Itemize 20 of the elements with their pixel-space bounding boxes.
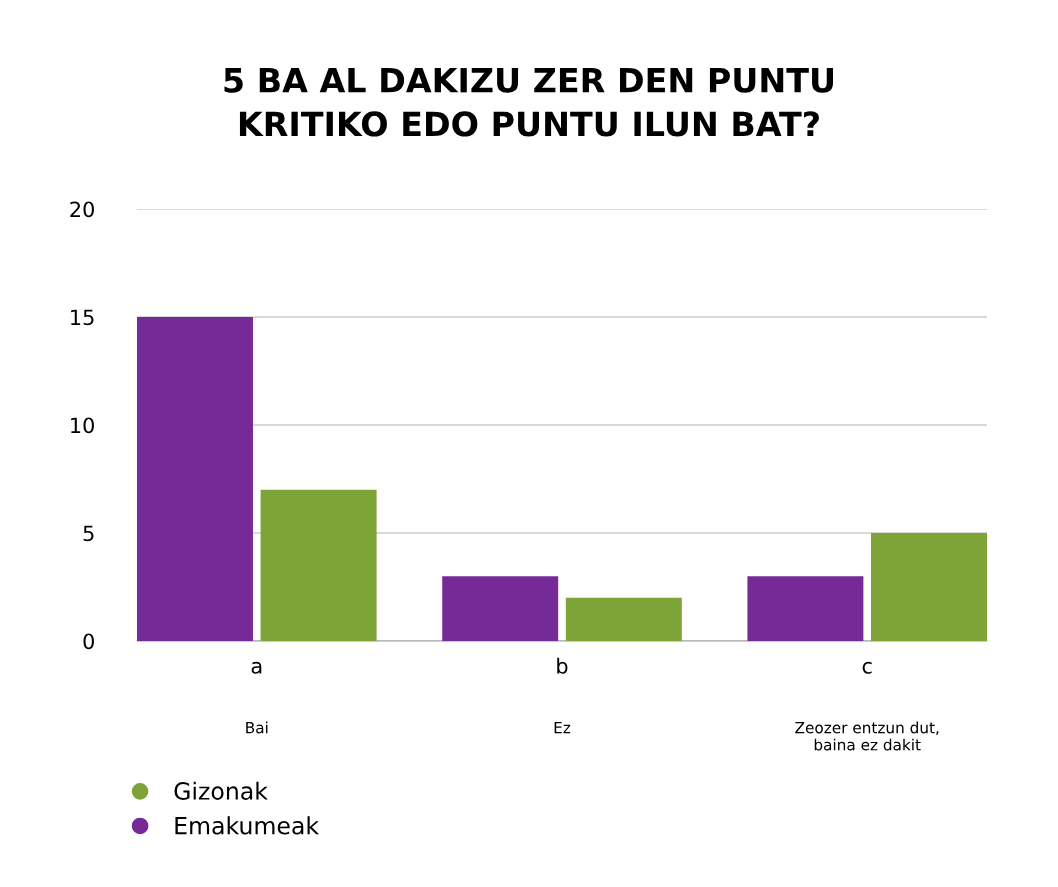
bar xyxy=(260,489,377,641)
text: Bai xyxy=(246,721,268,734)
y-tick-label: 15 xyxy=(71,309,94,326)
text: Zeozer entzun dut, baina ez dakit xyxy=(795,721,939,751)
bar xyxy=(565,597,682,641)
chart-title: 5 BA AL DAKIZU ZER DEN PUNTU KRITIKO EDO PUNTU ILUN BAT? xyxy=(224,68,834,137)
x-tick-label: a xyxy=(251,661,262,674)
x-tick-label: b xyxy=(557,657,568,674)
bar xyxy=(442,576,559,641)
bar xyxy=(871,533,987,641)
bar xyxy=(137,317,253,641)
x-tick-label: c xyxy=(862,661,872,674)
y-tick-label: 5 xyxy=(83,525,94,542)
legend-label: Gizonak xyxy=(174,781,268,800)
y-tick-label: 0 xyxy=(83,633,94,650)
y-tick-label: 10 xyxy=(71,417,94,434)
bar xyxy=(747,576,864,641)
y-tick-label: 20 xyxy=(70,201,94,218)
text: Ez xyxy=(554,722,571,734)
legend-label: Emakumeak xyxy=(175,816,320,835)
